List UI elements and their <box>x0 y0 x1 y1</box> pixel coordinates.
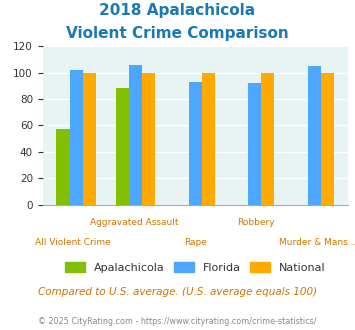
Bar <box>142 73 155 205</box>
Bar <box>202 73 215 205</box>
Bar <box>116 88 129 205</box>
Bar <box>321 73 334 205</box>
Bar <box>56 129 70 205</box>
Bar <box>248 83 261 205</box>
Text: Rape: Rape <box>184 238 207 247</box>
Bar <box>189 82 202 205</box>
Text: © 2025 CityRating.com - https://www.cityrating.com/crime-statistics/: © 2025 CityRating.com - https://www.city… <box>38 317 317 326</box>
Bar <box>261 73 274 205</box>
Text: Compared to U.S. average. (U.S. average equals 100): Compared to U.S. average. (U.S. average … <box>38 287 317 297</box>
Text: 2018 Apalachicola: 2018 Apalachicola <box>99 3 256 18</box>
Text: Robbery: Robbery <box>237 218 275 227</box>
Bar <box>83 73 96 205</box>
Bar <box>129 65 142 205</box>
Text: All Violent Crime: All Violent Crime <box>35 238 111 247</box>
Text: Aggravated Assault: Aggravated Assault <box>90 218 179 227</box>
Text: Murder & Mans...: Murder & Mans... <box>279 238 355 247</box>
Text: Violent Crime Comparison: Violent Crime Comparison <box>66 26 289 41</box>
Bar <box>308 66 321 205</box>
Bar <box>70 70 83 205</box>
Legend: Apalachicola, Florida, National: Apalachicola, Florida, National <box>61 258 329 277</box>
